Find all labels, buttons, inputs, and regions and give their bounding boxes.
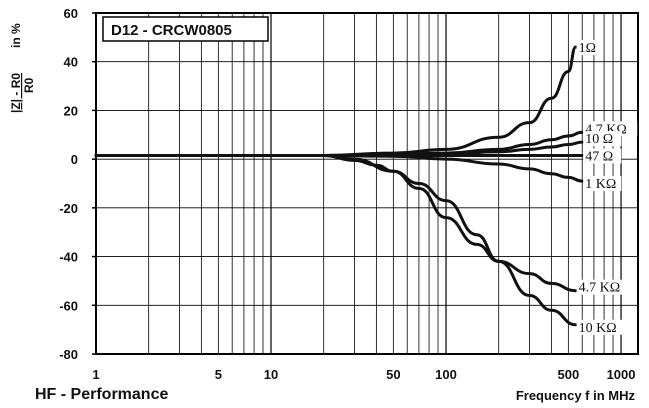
x-tick-label: 500 xyxy=(558,367,580,382)
y-axis-label-denominator: R0 xyxy=(22,77,36,93)
chart-title: D12 - CRCW0805 xyxy=(111,22,232,39)
y-tick-label: 0 xyxy=(71,152,78,167)
series-label: 10 KΩ xyxy=(579,321,617,336)
x-tick-label: 50 xyxy=(386,367,400,382)
series-label-bg xyxy=(583,131,622,147)
series-label: 1Ω xyxy=(579,41,596,56)
series-label: 10 Ω xyxy=(585,132,613,147)
y-tick-label: -40 xyxy=(59,250,78,265)
y-tick-label: -20 xyxy=(59,201,78,216)
series-label-bg xyxy=(576,279,631,295)
series-line xyxy=(94,154,578,327)
x-tick-label: 1 xyxy=(92,367,99,382)
series-label: 47 Ω xyxy=(585,149,613,164)
series-label-bg xyxy=(576,319,623,335)
series-curves xyxy=(94,45,584,327)
footer-caption: HF - Performance xyxy=(35,386,169,403)
series-label: 1 KΩ xyxy=(585,177,616,192)
plot-frame xyxy=(95,12,639,355)
y-tick-label: 20 xyxy=(64,103,78,118)
y-tick-label: 60 xyxy=(64,6,78,21)
x-tick-label: 100 xyxy=(435,367,457,382)
title-box xyxy=(102,16,269,42)
y-tick-label: -60 xyxy=(59,298,78,313)
series-label-bg xyxy=(576,40,599,56)
series-label-bg xyxy=(583,148,622,164)
x-tick-label: 1000 xyxy=(607,367,636,382)
series-line xyxy=(94,154,578,293)
series-label: 4.7 KΩ xyxy=(579,281,621,296)
y-tick-label: 40 xyxy=(64,55,78,70)
series-label-bg xyxy=(583,176,622,192)
y-axis-label: |Z| - R0 R0 in % xyxy=(9,23,36,113)
series-line xyxy=(94,45,578,157)
axis-ticks: 60 40 20 0 -20 -40 -60 -80 1 5 10 50 100 500 1000 xyxy=(59,6,635,382)
x-tick-label: 10 xyxy=(264,367,278,382)
y-axis-label-numerator: |Z| - R0 xyxy=(9,73,23,113)
grid xyxy=(96,13,638,354)
x-axis-label: Frequency f in MHz xyxy=(515,388,635,403)
y-tick-label: -80 xyxy=(59,347,78,362)
y-axis-label-suffix: in % xyxy=(9,23,23,48)
x-tick-label: 5 xyxy=(215,367,222,382)
